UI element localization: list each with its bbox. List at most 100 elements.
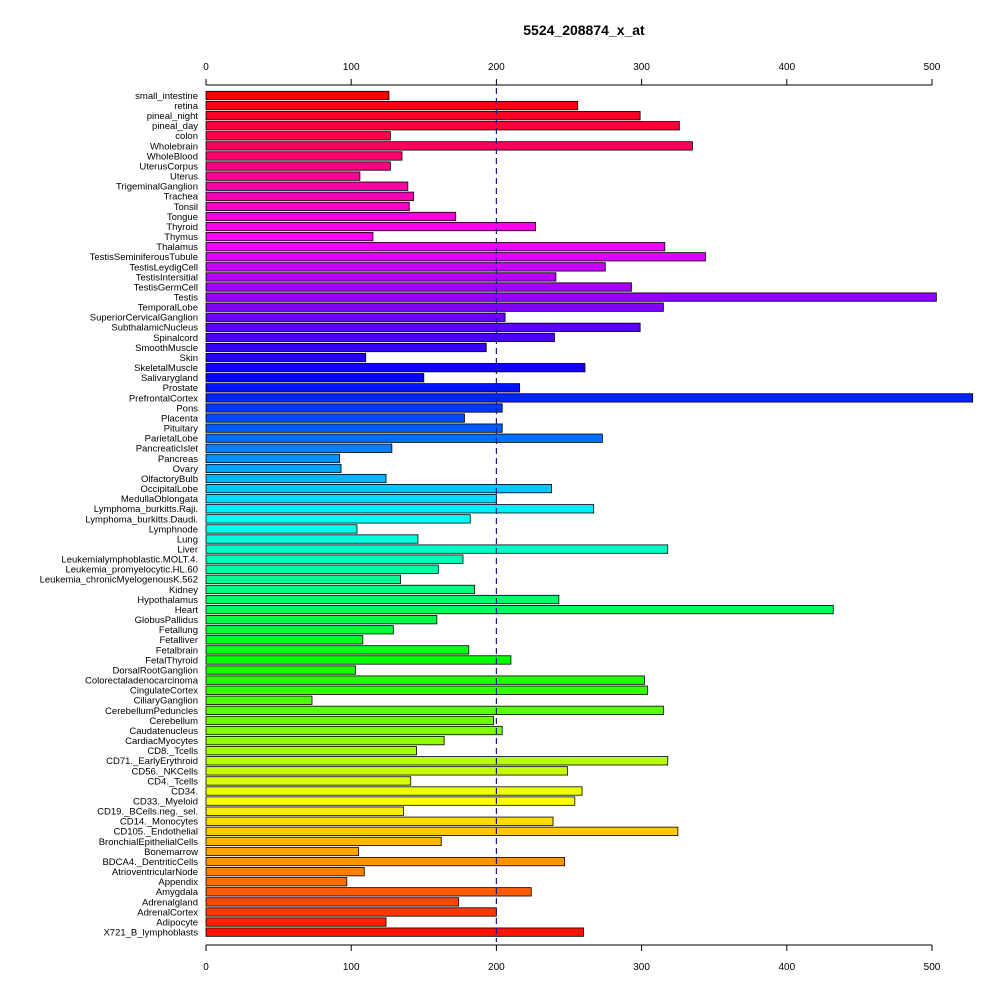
bar bbox=[205, 877, 348, 887]
category-label: Thyroid bbox=[166, 222, 198, 233]
category-label: Tongue bbox=[167, 212, 198, 223]
bar bbox=[205, 564, 439, 574]
category-label: OccipitalLobe bbox=[140, 484, 198, 495]
category-label: Pons bbox=[176, 403, 198, 414]
bar bbox=[205, 675, 645, 685]
category-label: CD19._BCells.neg._sel. bbox=[97, 807, 198, 818]
bar bbox=[205, 221, 537, 232]
category-label: BronchialEpithelialCells bbox=[99, 837, 199, 848]
category-label: Bonemarrow bbox=[144, 847, 198, 858]
bar bbox=[205, 796, 576, 806]
bar bbox=[205, 635, 364, 645]
bar bbox=[205, 342, 487, 353]
category-label: OlfactoryBulb bbox=[141, 474, 198, 485]
bar bbox=[205, 111, 641, 121]
bar bbox=[205, 655, 512, 665]
bottom-axis: 0 100 200 300 400 500 bbox=[203, 944, 941, 973]
category-label: pineal_night bbox=[147, 111, 199, 122]
bar bbox=[205, 453, 340, 463]
bar bbox=[205, 907, 497, 917]
category-label: PancreaticIslet bbox=[136, 444, 199, 455]
bar bbox=[205, 917, 387, 927]
category-label: CD34. bbox=[171, 786, 198, 797]
bar bbox=[205, 373, 425, 383]
bar bbox=[205, 484, 552, 494]
category-label: X721_B_lymphoblasts bbox=[103, 928, 198, 939]
category-label: Heart bbox=[175, 605, 199, 616]
category-label: CingulateCortex bbox=[130, 686, 198, 697]
bar bbox=[205, 232, 374, 242]
bar bbox=[205, 867, 365, 877]
bar bbox=[205, 443, 393, 453]
bar bbox=[205, 594, 560, 605]
bar bbox=[205, 665, 356, 675]
category-label: Adipocyte bbox=[156, 917, 198, 928]
bar bbox=[205, 312, 506, 322]
bar bbox=[205, 403, 503, 413]
bar bbox=[205, 302, 664, 312]
tick-label: 100 bbox=[343, 962, 360, 973]
category-label: CerebellumPeduncles bbox=[105, 706, 198, 717]
bar bbox=[205, 645, 470, 655]
category-label: WholeBlood bbox=[147, 151, 198, 162]
category-label: Tonsil bbox=[174, 202, 198, 213]
chart-title: 5524_208874_x_at bbox=[523, 22, 645, 38]
bar bbox=[205, 131, 391, 141]
tick-label: 500 bbox=[924, 62, 941, 73]
bar bbox=[205, 100, 579, 111]
category-label: CD33._Myeloid bbox=[133, 797, 198, 808]
category-label: Liver bbox=[177, 545, 198, 556]
category-label: MedullaOblongata bbox=[121, 494, 199, 505]
bar bbox=[205, 736, 445, 746]
bar bbox=[205, 363, 586, 373]
bar bbox=[205, 191, 415, 201]
bar bbox=[205, 90, 390, 101]
bar bbox=[205, 826, 679, 836]
category-label: colon bbox=[175, 131, 198, 142]
category-label: TestisLeydigCell bbox=[129, 262, 198, 273]
category-label: Leukemia_chronicMyelogenousK.562 bbox=[40, 575, 198, 586]
bar bbox=[205, 816, 554, 826]
bar bbox=[205, 746, 417, 756]
category-label: SubthalamicNucleus bbox=[111, 323, 198, 334]
bar bbox=[205, 272, 557, 282]
tick-label: 200 bbox=[488, 62, 505, 73]
category-label: Testis bbox=[174, 293, 199, 304]
category-label: CD8._Tcells bbox=[147, 746, 198, 757]
tick-label: 400 bbox=[778, 62, 795, 73]
category-label: Leukemia_promyelocytic.HL.60 bbox=[65, 565, 198, 576]
tick-label: 100 bbox=[343, 62, 360, 73]
category-label: DorsalRootGanglion bbox=[112, 665, 198, 676]
bar bbox=[205, 615, 438, 625]
category-label: Lymphnode bbox=[149, 524, 198, 535]
category-label: Appendix bbox=[158, 877, 198, 888]
category-label: Spinalcord bbox=[153, 333, 198, 344]
bar bbox=[205, 776, 412, 786]
bar bbox=[205, 201, 410, 211]
bar bbox=[205, 423, 503, 433]
bar bbox=[205, 604, 834, 615]
bar bbox=[205, 806, 404, 816]
bar bbox=[205, 352, 367, 363]
bar bbox=[205, 514, 471, 524]
category-label: TrigeminalGanglion bbox=[116, 182, 198, 193]
category-label: Ovary bbox=[173, 464, 199, 475]
category-label: BDCA4._DentriticCells bbox=[102, 857, 198, 868]
bars-group bbox=[205, 90, 974, 937]
bar bbox=[205, 393, 974, 403]
category-label: TestisGermCell bbox=[134, 282, 198, 293]
bar bbox=[205, 252, 706, 262]
bar bbox=[205, 705, 664, 715]
category-label: CD4._Tcells bbox=[147, 776, 198, 787]
bar bbox=[205, 322, 641, 332]
bar bbox=[205, 292, 937, 302]
bar bbox=[205, 554, 464, 564]
bar bbox=[205, 544, 669, 554]
category-label: retina bbox=[174, 101, 198, 112]
category-label: Fetallung bbox=[159, 625, 198, 636]
category-label: TestisIntersitial bbox=[136, 272, 198, 283]
category-label: AtrioventricularNode bbox=[112, 867, 198, 878]
bar bbox=[205, 413, 465, 423]
category-label: Hypothalamus bbox=[137, 595, 198, 606]
